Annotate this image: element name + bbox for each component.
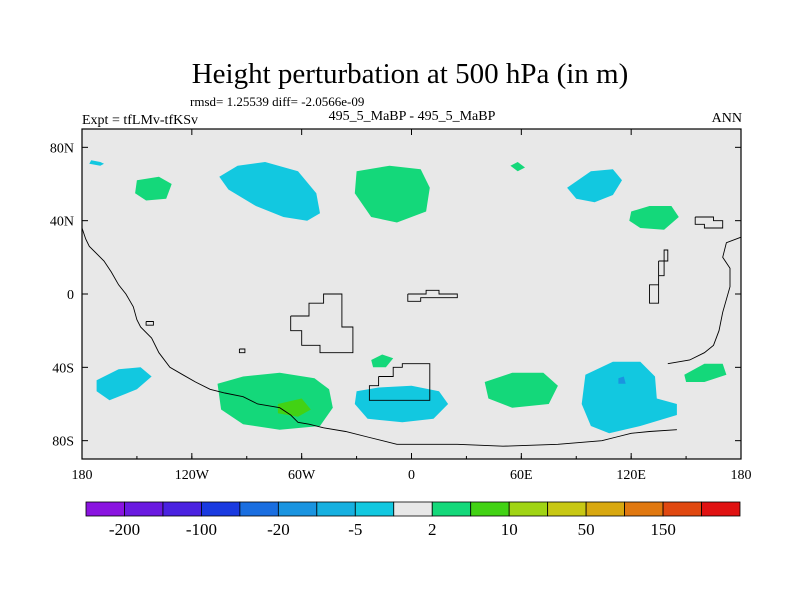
x-tick-label: 120W [175, 468, 210, 483]
east-asia-coast [667, 236, 742, 365]
colorbar-label: 50 [578, 520, 595, 539]
cyan-australia-south [581, 361, 677, 434]
colorbar-swatch [124, 501, 164, 517]
colorbar-label: -20 [267, 520, 290, 539]
colorbar-label: -100 [186, 520, 217, 539]
stats-label: rmsd= 1.25539 diff= -2.0566e-09 [190, 94, 364, 109]
colorbar: -200 -100 -20 -5 2 10 50 150 [85, 501, 741, 539]
colorbar-swatch [585, 501, 625, 517]
x-tick-label: 60W [288, 468, 316, 483]
case-label: 495_5_MaBP - 495_5_MaBP [329, 109, 496, 124]
colorbar-label: -5 [348, 520, 362, 539]
x-tick-label: 60E [510, 468, 533, 483]
africa-ring [368, 363, 431, 401]
colorbar-swatch [354, 501, 395, 517]
experiment-label: Expt = tfLMv-tfKSv [82, 113, 198, 128]
x-tick-label: 180 [731, 468, 752, 483]
colorbar-swatch [393, 501, 433, 517]
y-tick-label: 0 [67, 288, 74, 303]
cyan-south-atlantic [354, 385, 449, 423]
season-label: ANN [712, 111, 742, 126]
y-axis: 80N 40N 0 40S 80S [50, 141, 741, 450]
colorbar-swatch [701, 501, 741, 517]
green-tasman [684, 363, 727, 382]
asia-strip [649, 249, 669, 304]
south-america-east-coast [81, 227, 677, 447]
green-north-pacific [135, 176, 172, 201]
y-tick-label: 80N [50, 141, 74, 156]
green-south-indian [484, 372, 558, 408]
colorbar-swatch [470, 501, 510, 517]
colorbar-swatch [508, 501, 549, 517]
colorbar-swatch [277, 501, 318, 517]
cyan-siberia [567, 169, 622, 203]
colorbar-label: 150 [650, 520, 676, 539]
x-tick-label: 0 [408, 468, 415, 483]
cyan-north-pacific [89, 160, 104, 166]
colorbar-swatch [624, 501, 664, 517]
y-tick-label: 80S [52, 435, 74, 450]
central-block [290, 293, 354, 354]
small-island-caribbean [238, 348, 246, 354]
mid-sliver [407, 289, 458, 302]
colorbar-swatch [547, 501, 587, 517]
colorbar-swatch [316, 501, 356, 517]
small-island-pacific [145, 321, 154, 326]
x-tick-label: 120E [616, 468, 646, 483]
green-ural [510, 162, 525, 172]
y-tick-label: 40N [50, 215, 74, 230]
green-north-atlantic [354, 165, 430, 223]
coastlines [81, 216, 742, 447]
x-tick-label: 180 [72, 468, 93, 483]
colorbar-swatch [662, 501, 702, 517]
chart-title: Height perturbation at 500 hPa (in m) [192, 58, 629, 90]
colorbar-label: -200 [109, 520, 140, 539]
green-north-pacific-east [629, 206, 679, 230]
greenland-square [694, 216, 724, 229]
colorbar-swatch [201, 501, 241, 517]
colorbar-label: 10 [501, 520, 518, 539]
colorbar-label: 2 [428, 520, 437, 539]
blue-australia-core [618, 376, 626, 384]
x-axis: 180 120W 60W 0 60E 120E 180 [72, 129, 752, 483]
colorbar-swatch [162, 501, 202, 517]
colorbar-swatch [239, 501, 279, 517]
cyan-north-america [219, 162, 320, 221]
anomaly-regions [89, 160, 727, 434]
green-south-america [217, 372, 333, 430]
green-central-atlantic [371, 354, 394, 368]
y-tick-label: 40S [52, 361, 74, 376]
colorbar-swatch [431, 501, 472, 517]
cyan-south-pacific [96, 367, 152, 401]
colorbar-swatch [85, 501, 125, 517]
